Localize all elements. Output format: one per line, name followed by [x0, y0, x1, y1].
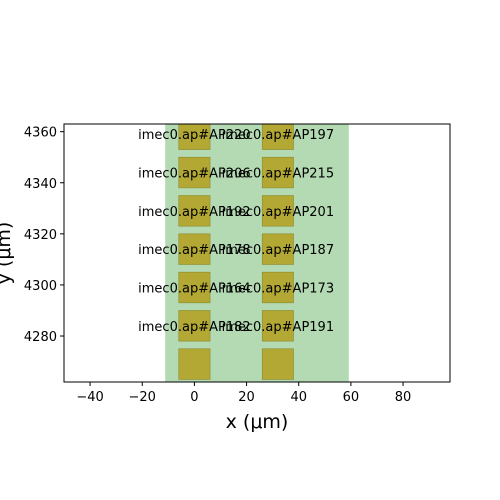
x-tick-label: −20	[129, 390, 156, 405]
contact-label: imec0.ap#AP201	[222, 205, 334, 220]
contact-pad	[261, 195, 294, 227]
contact-pad	[179, 81, 210, 112]
y-tick-label: 4360	[24, 126, 57, 141]
contact-label: imec0.ap#AP206	[138, 167, 250, 182]
contact-label: imec0.ap#AP192	[138, 205, 250, 220]
contact-label: imec0.ap#AP191	[222, 320, 334, 335]
contact-pad	[178, 156, 211, 189]
x-tick-label: 40	[290, 390, 307, 405]
contact-label: imec0.ap#AP197	[222, 128, 334, 143]
contact-label: imec0.ap#AP220	[138, 128, 250, 143]
x-axis-label: x (μm)	[226, 411, 289, 433]
contact-pad	[261, 271, 294, 304]
plot-frame	[63, 123, 451, 383]
y-tick-label: 4320	[24, 228, 57, 243]
contact-pad	[261, 233, 294, 265]
contact-pad	[178, 124, 211, 150]
contact-label: imec0.ap#AP178	[138, 243, 250, 258]
x-axis: −40 −20 0 20 40 60 80	[76, 382, 411, 405]
contact-label: imec0.ap#AP173	[222, 281, 334, 296]
x-tick-label: −40	[76, 390, 103, 405]
contact-pad	[261, 348, 294, 380]
x-tick-label: 20	[238, 390, 255, 405]
contact-pad	[178, 195, 211, 227]
contact-label: imec0.ap#AP215	[222, 167, 334, 182]
contact-pad	[178, 271, 211, 304]
contact-pad	[178, 233, 211, 265]
contact-pad	[262, 81, 293, 112]
contact-label: imec0.ap#AP164	[138, 281, 250, 296]
y-tick-label: 4300	[24, 279, 57, 294]
contact-pad	[178, 348, 211, 380]
contact-pad	[261, 156, 294, 189]
plot-area	[165, 81, 349, 382]
x-tick-label: 60	[343, 390, 360, 405]
y-tick-label: 4340	[24, 177, 57, 192]
x-tick-label: 0	[190, 390, 198, 405]
y-tick-label: 4280	[24, 330, 57, 345]
contact-pad	[261, 124, 294, 150]
contact-pad	[178, 310, 211, 342]
y-axis-label: y (μm)	[0, 222, 15, 285]
contact-pad	[261, 310, 294, 342]
contact-label: imec0.ap#AP187	[222, 243, 334, 258]
y-axis: 4280 4300 4320 4340 4360	[24, 126, 64, 345]
x-tick-label: 80	[395, 390, 412, 405]
contact-label: imec0.ap#AP182	[138, 320, 250, 335]
